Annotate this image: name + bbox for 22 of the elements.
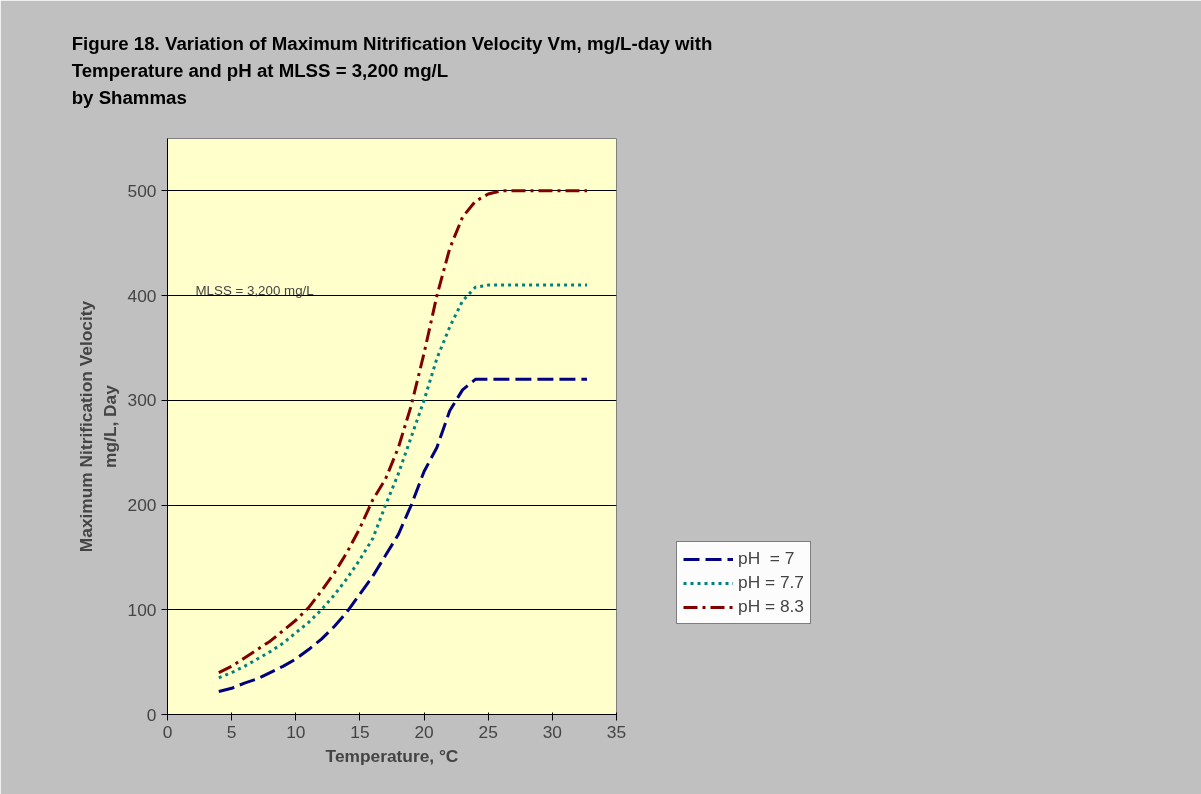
x-tick-label: 20 (414, 721, 434, 742)
y-tick-label: 0 (146, 704, 157, 725)
y-tick-label: 500 (127, 180, 157, 201)
y-tick-label: 400 (127, 285, 157, 306)
x-tick-label: 5 (226, 721, 237, 742)
x-tick-label: 0 (162, 721, 173, 742)
x-axis-title: Temperature, °C (325, 745, 459, 766)
x-tick-label: 10 (286, 721, 306, 742)
x-tick-label: 25 (478, 721, 498, 742)
y-tick-label: 100 (127, 599, 157, 620)
chart-title: Figure 18. Variation of Maximum Nitrification Velocity Vm, mg/L-day with Temperature and pH at MLSS = 3,200 mg/L by Shammas (71, 32, 713, 109)
x-tick-label: 30 (542, 721, 562, 742)
y-tick-label: 300 (127, 390, 157, 411)
legend-label: pH = 7 (738, 548, 795, 569)
x-tick-label: 15 (350, 721, 370, 742)
legend-label: pH = 7.7 (738, 572, 804, 593)
line-series (217, 377, 589, 693)
y-tick-label: 200 (127, 495, 157, 516)
y-axis-title: Maximum Nitrification Velocity mg/L, Day (75, 300, 120, 553)
annotation: MLSS = 3,200 mg/L (195, 283, 314, 298)
x-tick-label: 35 (606, 721, 627, 742)
legend-label: pH = 8.3 (738, 596, 804, 617)
